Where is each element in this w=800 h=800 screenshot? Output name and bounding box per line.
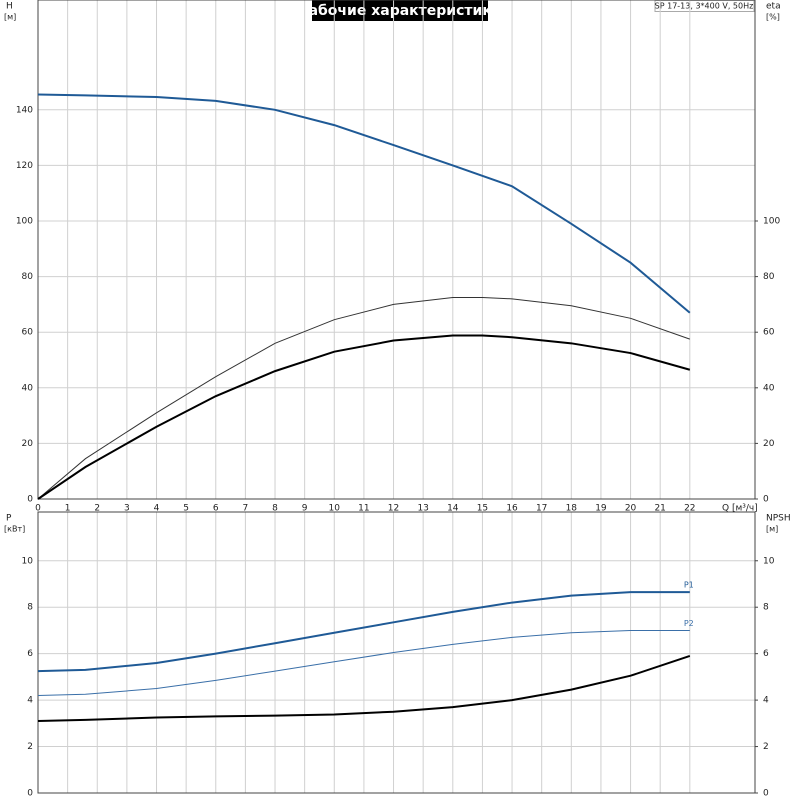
x-tick-label: 15 xyxy=(477,504,488,514)
line-label: P2 xyxy=(684,619,694,628)
y2-tick-label: 6 xyxy=(763,649,769,659)
series-line xyxy=(37,591,690,673)
x-tick-label: 21 xyxy=(654,504,665,514)
y-tick-label: 140 xyxy=(16,105,33,115)
x-tick-label: 10 xyxy=(329,504,341,514)
plot-frame xyxy=(37,511,756,794)
y-tick-label: 2 xyxy=(27,742,33,752)
y2-axis-unit: [м] xyxy=(766,525,778,534)
y2-tick-label: 20 xyxy=(763,439,775,449)
y-axis-unit: [кВт] xyxy=(4,525,25,534)
series-line xyxy=(37,93,691,314)
y-tick-label: 6 xyxy=(27,649,33,659)
x-tick-label: 8 xyxy=(272,504,278,514)
y-tick-label: 80 xyxy=(22,272,34,282)
x-tick-label: 17 xyxy=(536,504,547,514)
y-tick-label: 100 xyxy=(16,217,33,227)
y-tick-label: 0 xyxy=(27,789,33,799)
x-tick-label: 16 xyxy=(506,504,518,514)
y-tick-label: 40 xyxy=(22,383,34,393)
x-tick-label: 14 xyxy=(447,504,459,514)
y-tick-label: 0 xyxy=(27,495,33,505)
chart-title: Рабочие характеристики xyxy=(298,3,501,19)
plot-frame xyxy=(37,0,756,500)
x-tick-label: 19 xyxy=(595,504,607,514)
y-tick-label: 8 xyxy=(27,603,33,613)
y-tick-label: 120 xyxy=(16,161,33,171)
y2-tick-label: 8 xyxy=(763,603,769,613)
x-tick-label: 9 xyxy=(302,504,308,514)
series-line xyxy=(37,655,691,723)
x-axis-label: Q [м³/ч] xyxy=(722,504,758,514)
y2-tick-label: 60 xyxy=(763,328,775,338)
y2-tick-label: 0 xyxy=(763,789,769,799)
y-axis-label: P xyxy=(6,514,12,524)
y2-tick-label: 100 xyxy=(763,217,780,227)
y-axis-unit: [м] xyxy=(4,13,16,22)
y2-tick-label: 10 xyxy=(763,556,775,566)
series-line xyxy=(37,296,690,500)
y2-axis-label: NPSH xyxy=(766,514,791,524)
y-axis-label: H xyxy=(6,2,13,12)
y2-tick-label: 0 xyxy=(763,495,769,505)
y-tick-label: 60 xyxy=(22,328,34,338)
x-tick-label: 22 xyxy=(684,504,695,514)
y2-tick-label: 40 xyxy=(763,383,775,393)
x-tick-label: 2 xyxy=(94,504,100,514)
y-tick-label: 4 xyxy=(27,696,33,706)
x-tick-label: 0 xyxy=(35,504,41,514)
title-box xyxy=(312,0,488,21)
y2-axis-unit: [%] xyxy=(766,13,780,22)
x-tick-label: 13 xyxy=(417,504,428,514)
y2-tick-label: 2 xyxy=(763,742,769,752)
y-tick-label: 10 xyxy=(22,556,34,566)
series-line xyxy=(37,629,690,696)
x-tick-label: 18 xyxy=(566,504,578,514)
x-tick-label: 12 xyxy=(388,504,399,514)
x-tick-label: 4 xyxy=(154,504,160,514)
series-line xyxy=(37,334,691,500)
x-tick-label: 20 xyxy=(625,504,637,514)
line-label: P1 xyxy=(684,581,694,590)
y2-tick-label: 4 xyxy=(763,696,769,706)
annotation: SP 17-13, 3*400 V, 50Hz xyxy=(655,2,754,11)
x-tick-label: 3 xyxy=(124,504,130,514)
y2-axis-label: eta xyxy=(766,2,781,12)
x-tick-label: 7 xyxy=(243,504,249,514)
x-tick-label: 6 xyxy=(213,504,219,514)
x-tick-label: 1 xyxy=(65,504,71,514)
y2-tick-label: 80 xyxy=(763,272,775,282)
x-tick-label: 5 xyxy=(183,504,189,514)
x-tick-label: 11 xyxy=(358,504,369,514)
y-tick-label: 20 xyxy=(22,439,34,449)
